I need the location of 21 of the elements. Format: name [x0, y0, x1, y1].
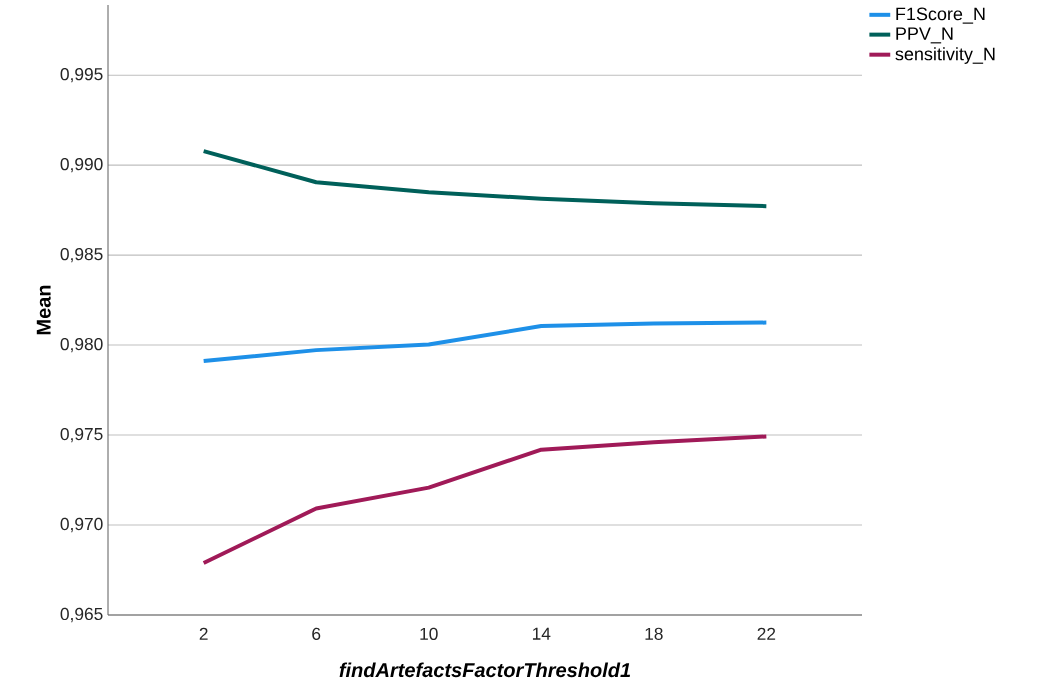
x-axis-title: findArtefactsFactorThreshold1 — [339, 662, 631, 678]
x-tick-label: 10 — [420, 627, 438, 640]
y-tick-label: 0,995 — [60, 68, 103, 83]
y-tick-label: 0,975 — [60, 427, 103, 443]
legend-label: PPV_N — [896, 27, 953, 44]
line-series — [201, 320, 769, 364]
line-series — [201, 149, 769, 209]
legend-label: F1Score_N — [896, 7, 985, 24]
x-tick-label: 18 — [645, 627, 663, 640]
y-axis-title: Mean — [36, 285, 51, 335]
x-tick-label: 2 — [199, 627, 208, 640]
x-tick-label: 6 — [312, 627, 321, 640]
y-tick-label: 0,965 — [60, 607, 103, 623]
legend-label: sensitivity_N — [895, 47, 995, 64]
x-tick-label: 14 — [532, 627, 551, 640]
x-tick-label: 22 — [757, 627, 776, 640]
y-tick-label: 0,980 — [60, 337, 103, 353]
y-tick-label: 0,970 — [60, 517, 103, 533]
y-tick-label: 0,990 — [60, 157, 103, 173]
line-series — [201, 434, 769, 565]
y-tick-label: 0,985 — [60, 247, 103, 263]
